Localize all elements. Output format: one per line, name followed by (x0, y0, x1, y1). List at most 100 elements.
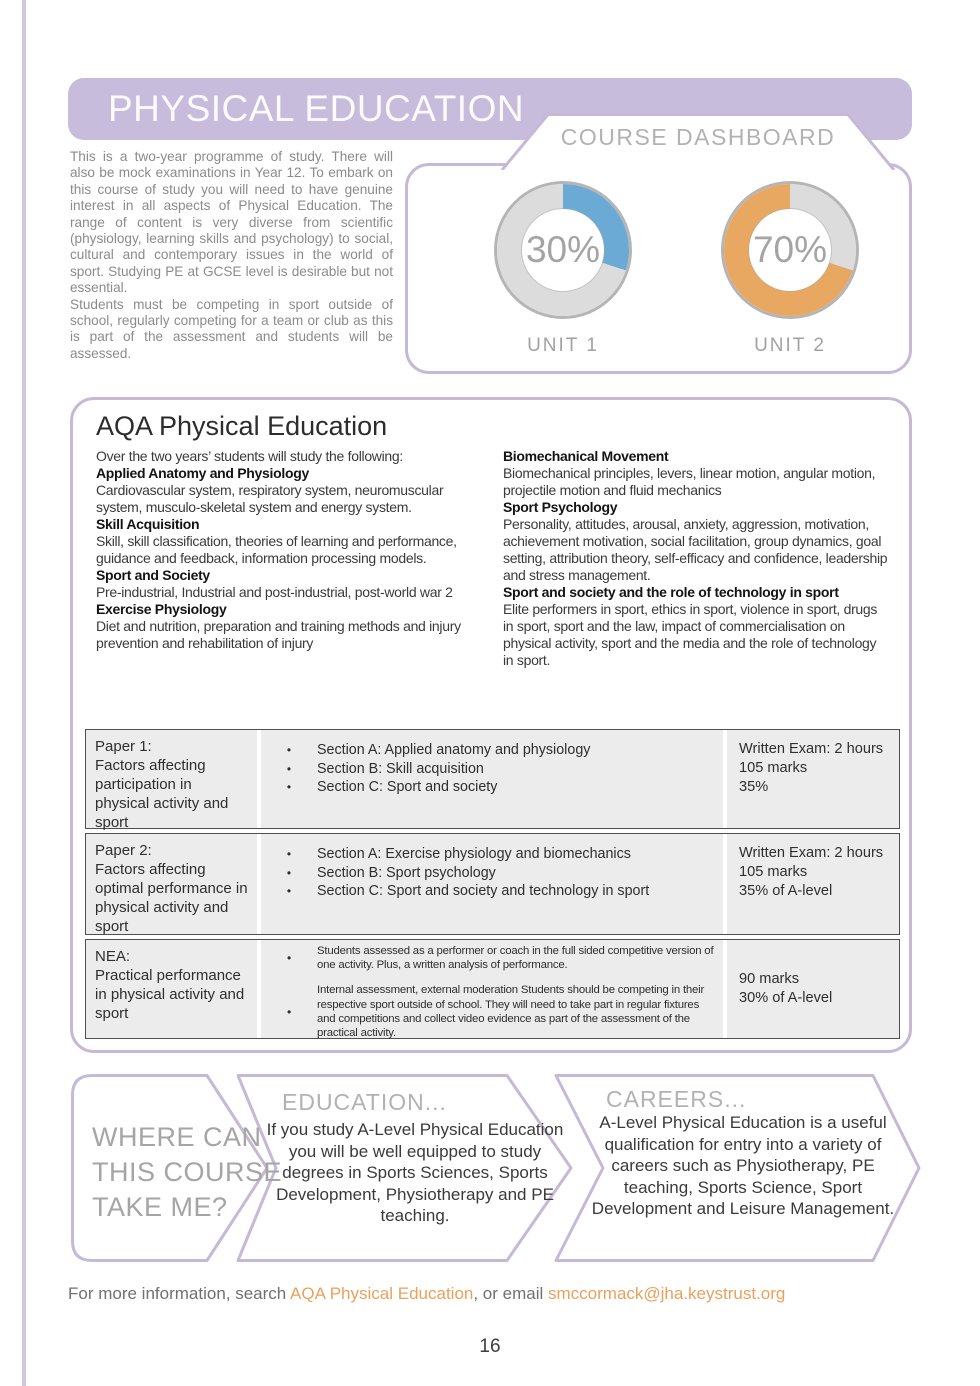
education-chevron-shape (236, 1074, 573, 1262)
section-text: Internal assessment, external moderation… (317, 984, 705, 1040)
exam-line: 90 marks (739, 971, 800, 987)
exam-line: 35% of A-level (739, 883, 833, 899)
syllabus-column-left: Over the two years’ students will study … (96, 448, 480, 669)
question-line: WHERE CAN (92, 1122, 262, 1152)
intro-paragraph-1: This is a two-year programme of study. T… (70, 149, 393, 296)
topic-heading: Skill Acquisition (96, 516, 200, 532)
unit1-label: UNIT 1 (527, 335, 599, 356)
exam-line: 105 marks (739, 760, 808, 776)
paper1-sections-cell: • Section A: Applied anatomy and physiolo… (261, 730, 723, 828)
table-row-paper2: Paper 2: Factors affecting optimal perfo… (85, 833, 900, 935)
topic-heading: Sport and society and the role of techno… (503, 584, 839, 600)
topic-heading: Biomechanical Movement (503, 448, 669, 464)
paper2-sections-cell: • Section A: Exercise physiology and biom… (261, 834, 723, 934)
paper1-exam-cell: Written Exam: 2 hours 105 marks 35% (727, 730, 899, 828)
unit2-percentage: 70% (752, 229, 828, 270)
paper-title: Paper 2: (95, 842, 152, 859)
footer-contact-line: For more information, search AQA Physica… (68, 1284, 785, 1304)
section-bullet: • Section B: Skill acquisition (261, 760, 717, 779)
education-title: EDUCATION... (282, 1089, 447, 1115)
bullet-icon: • (286, 884, 292, 898)
unit1-percentage: 30% (525, 229, 601, 270)
section-bullet: • Section C: Sport and society (261, 778, 717, 797)
nea-exam-cell: 90 marks 30% of A-level (727, 940, 899, 1038)
exam-line: 30% of A-level (739, 990, 833, 1006)
bullet-icon: • (286, 951, 291, 966)
syllabus-intro: Over the two years’ students will study … (96, 448, 403, 464)
topic-heading: Exercise Physiology (96, 601, 227, 617)
bullet-icon: • (286, 865, 292, 880)
where-can-this-course-take-me: WHERE CAN THIS COURSE TAKE ME? (92, 1120, 282, 1225)
exam-line: 35% (739, 779, 769, 795)
bullet-icon: • (286, 847, 292, 861)
section-text: Students assessed as a performer or coac… (317, 945, 714, 972)
exam-line: Written Exam: 2 hours (739, 845, 884, 861)
topic-body: Personality, attitudes, arousal, anxiety… (503, 516, 888, 583)
bullet-icon: • (286, 1004, 291, 1019)
left-margin-rule (22, 0, 26, 1386)
section-bullet: • Internal assessment, external moderatio… (261, 983, 717, 1040)
unit2-label: UNIT 2 (754, 335, 826, 356)
syllabus-columns: Over the two years’ students will study … (96, 448, 890, 669)
topic-body: Cardiovascular system, respiratory syste… (96, 482, 444, 515)
section-bullet: • Section C: Sport and society and techno… (261, 882, 717, 901)
header-bar: PHYSICAL EDUCATION (68, 78, 912, 140)
table-row-nea: NEA: Practical performance in physical a… (85, 939, 900, 1039)
topic-body: Diet and nutrition, preparation and trai… (96, 618, 461, 651)
careers-body: A-Level Physical Education is a useful q… (591, 1113, 895, 1218)
page-number: 16 (479, 1336, 501, 1357)
section-bullet: • Students assessed as a performer or coa… (261, 944, 717, 972)
intro-paragraph-2: Students must be competing in sport outs… (70, 296, 393, 361)
unit2-donut-chart: 70% (724, 184, 856, 316)
unit1-donut-chart: 30% (497, 184, 629, 316)
section-text: Section C: Sport and society and technol… (317, 883, 650, 899)
syllabus-title: AQA Physical Education (96, 411, 388, 441)
paper-title: Paper 1: (95, 738, 152, 755)
nea-sections-cell: • Students assessed as a performer or coa… (261, 940, 723, 1040)
paper-title: NEA: (95, 948, 131, 965)
footer-email-link[interactable]: smccormack@jha.keystrust.org (548, 1284, 786, 1303)
topic-heading: Applied Anatomy and Physiology (96, 465, 309, 481)
section-bullet: • Section A: Exercise physiology and biom… (261, 845, 717, 864)
section-text: Section A: Applied anatomy and physiolog… (317, 742, 591, 758)
topic-heading: Sport Psychology (503, 499, 618, 515)
table-row-paper1: Paper 1: Factors affecting participation… (85, 729, 900, 831)
section-text: Section B: Skill acquisition (317, 760, 484, 777)
exam-line: Written Exam: 2 hours (739, 741, 884, 757)
paper2-title-cell: Paper 2: Factors affecting optimal perfo… (86, 834, 257, 935)
education-body: If you study A-Level Physical Education … (266, 1120, 564, 1225)
section-text: Section A: Exercise physiology and biome… (317, 846, 631, 862)
paper-subtitle: Factors affecting participation in physi… (95, 757, 229, 831)
question-line: THIS COURSE (92, 1157, 283, 1187)
section-bullet: • Section A: Applied anatomy and physiolo… (261, 741, 717, 760)
dashboard-tab-shape (500, 113, 896, 170)
paper2-exam-cell: Written Exam: 2 hours 105 marks 35% of A… (727, 834, 899, 934)
topic-body: Elite performers in sport, ethics in spo… (503, 601, 878, 668)
syllabus-column-right: Biomechanical Movement Biomechanical pri… (503, 448, 890, 669)
question-line: TAKE ME? (92, 1192, 228, 1222)
paper-subtitle: Practical performance in physical activi… (95, 967, 245, 1022)
section-text: Section C: Sport and society (317, 779, 498, 795)
paper-subtitle: Factors affecting optimal performance in… (95, 861, 248, 935)
dashboard-title: COURSE DASHBOARD (560, 124, 836, 150)
exam-line: 105 marks (739, 864, 808, 880)
footer-prefix: For more information, search (68, 1284, 291, 1303)
section-text: Section B: Sport psychology (317, 864, 496, 881)
bullet-icon: • (286, 761, 292, 776)
bullet-icon: • (286, 780, 292, 794)
paper1-title-cell: Paper 1: Factors affecting participation… (86, 730, 257, 831)
topic-body: Skill, skill classification, theories of… (96, 533, 457, 566)
question-chevron-shape (71, 1074, 269, 1262)
footer-search-term-link[interactable]: AQA Physical Education (290, 1284, 474, 1303)
topic-body: Pre-industrial, Industrial and post-indu… (96, 584, 453, 600)
assessment-table: Paper 1: Factors affecting participation… (85, 729, 900, 1039)
topic-heading: Sport and Society (96, 567, 210, 583)
careers-title: CAREERS... (606, 1086, 747, 1112)
careers-chevron-shape (554, 1074, 921, 1262)
topic-body: Biomechanical principles, levers, linear… (503, 465, 876, 498)
footer-middle: , or email (473, 1284, 548, 1303)
bullet-icon: • (286, 743, 292, 757)
page-title: PHYSICAL EDUCATION (108, 88, 525, 129)
nea-title-cell: NEA: Practical performance in physical a… (86, 940, 257, 1038)
